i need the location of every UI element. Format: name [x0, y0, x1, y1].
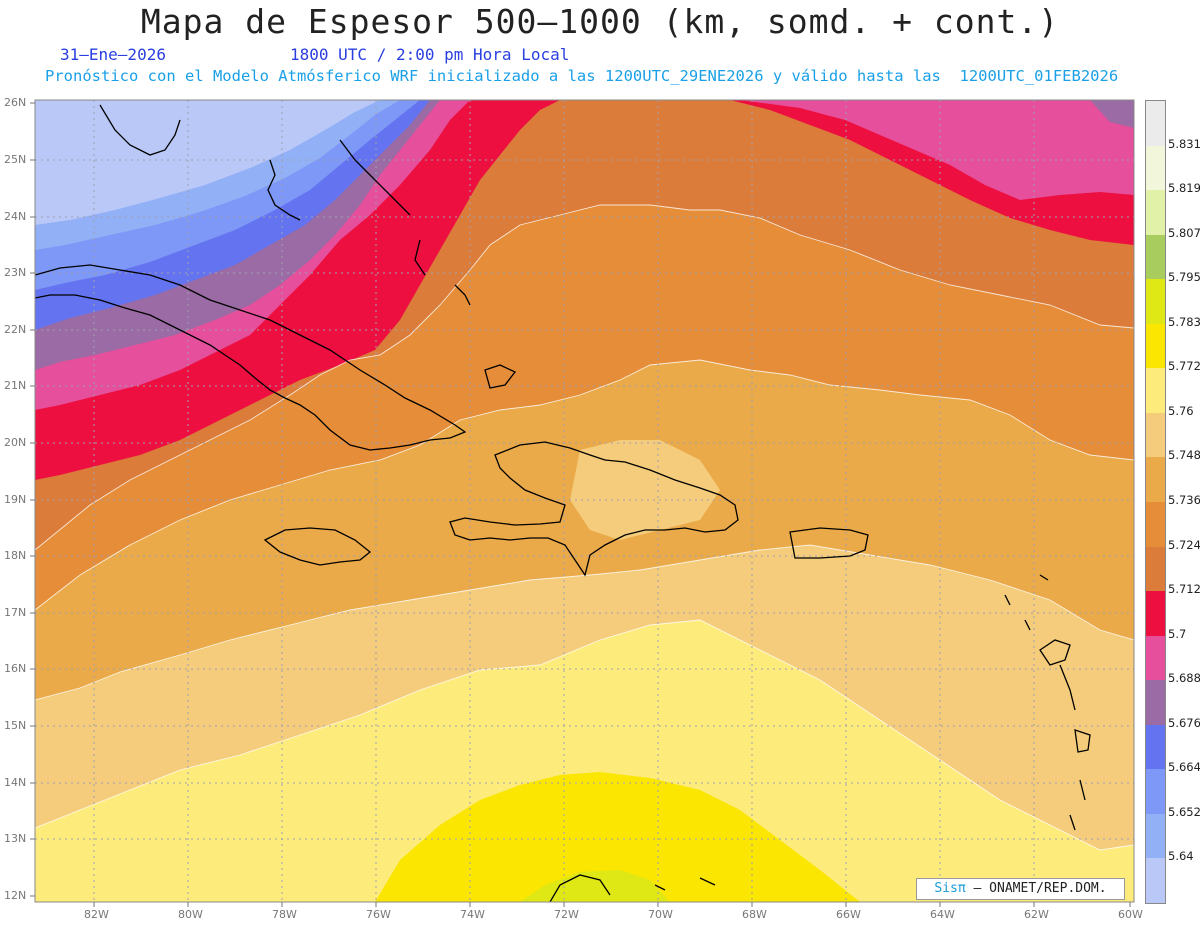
colorbar-level-label: 5.664	[1168, 760, 1200, 775]
lat-label: 26N	[4, 96, 27, 109]
lon-label: 64W	[930, 908, 955, 921]
credit-brand: Sisπ	[934, 881, 966, 896]
lat-label: 12N	[4, 889, 27, 902]
colorbar-segment	[1146, 323, 1165, 369]
lon-label: 68W	[742, 908, 767, 921]
colorbar-level-label: 5.724	[1168, 537, 1200, 552]
lat-label: 21N	[4, 379, 27, 392]
colorbar-level-label: 5.795	[1168, 270, 1200, 285]
forecast-date: 31—Ene—2026	[60, 45, 166, 64]
colorbar-segment	[1146, 145, 1165, 191]
colorbar-level-label: 5.736	[1168, 493, 1200, 507]
colorbar-segment	[1146, 412, 1165, 458]
credit-box: Sisπ — ONAMET/REP.DOM.	[916, 878, 1125, 900]
forecast-time: 1800 UTC / 2:00 pm Hora Local	[290, 45, 570, 64]
coast-cuba	[35, 264, 467, 451]
lon-label: 60W	[1118, 908, 1143, 921]
colorbar	[1145, 100, 1166, 904]
colorbar-segment	[1146, 724, 1165, 770]
lon-label: 74W	[460, 908, 485, 921]
lat-label: 19N	[4, 493, 27, 506]
coast-jamaica	[263, 527, 372, 566]
colorbar-level-label: 5.652	[1168, 804, 1200, 819]
colorbar-level-label: 5.748	[1168, 448, 1200, 463]
colorbar-segment	[1146, 769, 1165, 815]
lon-label: 66W	[836, 908, 861, 921]
lon-label: 70W	[648, 908, 673, 921]
axis-ticks	[30, 102, 1131, 907]
lon-label: 76W	[366, 908, 391, 921]
lat-label: 18N	[4, 549, 27, 562]
colorbar-level-label: 5.807	[1168, 225, 1200, 240]
colorbar-level-label: 5.76	[1168, 403, 1194, 418]
colorbar-level-label: 5.676	[1168, 715, 1200, 730]
colorbar-segment	[1146, 234, 1165, 280]
lon-label: 62W	[1024, 908, 1049, 921]
colorbar-level-label: 5.688	[1168, 671, 1200, 686]
coastlines	[35, 104, 1091, 902]
colorbar-segment	[1146, 457, 1165, 503]
lon-label: 82W	[84, 908, 109, 921]
colorbar-segment	[1146, 546, 1165, 592]
lat-label: 25N	[4, 153, 27, 166]
lat-label: 24N	[4, 210, 27, 223]
map-fill-bands	[35, 100, 1134, 902]
credit-text: — ONAMET/REP.DOM.	[965, 881, 1107, 896]
lon-label: 78W	[272, 908, 297, 921]
lat-label: 13N	[4, 832, 27, 845]
forecast-description: Pronóstico con el Modelo Atmósferico WRF…	[45, 67, 1119, 85]
colorbar-level-label: 5.772	[1168, 359, 1200, 374]
map-title: Mapa de Espesor 500—1000 (km, somd. + co…	[140, 2, 1060, 41]
colorbar-segment	[1146, 502, 1165, 548]
lat-label: 15N	[4, 719, 27, 732]
map-grid	[35, 100, 1134, 902]
colorbar-segment	[1146, 858, 1165, 904]
colorbar-segment	[1146, 190, 1165, 236]
contour-lines	[35, 204, 1134, 851]
lat-label: 17N	[4, 606, 27, 619]
lat-label: 14N	[4, 776, 27, 789]
colorbar-segment	[1146, 101, 1165, 147]
colorbar-segment	[1146, 813, 1165, 859]
colorbar-level-label: 5.64	[1168, 849, 1194, 864]
colorbar-segment	[1146, 279, 1165, 325]
lon-label: 80W	[178, 908, 203, 921]
lat-label: 22N	[4, 323, 27, 336]
colorbar-level-label: 5.7	[1168, 626, 1187, 641]
colorbar-segment	[1146, 591, 1165, 637]
colorbar-level-label: 5.712	[1168, 582, 1200, 597]
map-frame	[34, 99, 1135, 903]
colorbar-level-label: 5.819	[1168, 181, 1200, 196]
lat-label: 23N	[4, 266, 27, 279]
colorbar-segment	[1146, 368, 1165, 414]
colorbar-segment	[1146, 635, 1165, 681]
colorbar-level-label: 5.831	[1168, 136, 1200, 151]
coast-puerto-rico	[789, 527, 869, 559]
coast-hispaniola	[449, 441, 739, 577]
lon-label: 72W	[554, 908, 579, 921]
lat-label: 16N	[4, 662, 27, 675]
colorbar-segment	[1146, 680, 1165, 726]
colorbar-level-label: 5.783	[1168, 314, 1200, 329]
lat-label: 20N	[4, 436, 27, 449]
